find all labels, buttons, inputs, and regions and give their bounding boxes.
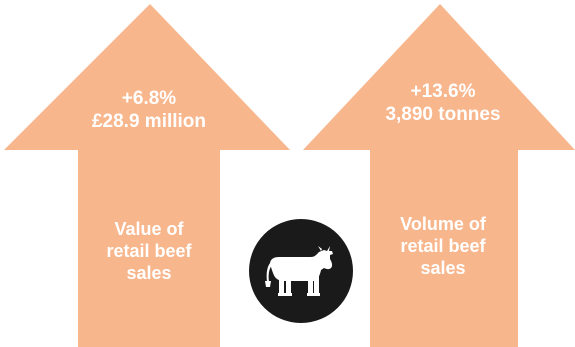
right-stat: +13.6% 3,890 tonnes <box>370 80 516 126</box>
left-up-arrow <box>4 4 290 347</box>
right-label-line-2: retail beef <box>400 235 486 256</box>
right-amount: 3,890 tonnes <box>385 104 501 126</box>
left-label-line-2: retail beef <box>106 240 192 261</box>
left-label-line-3: sales <box>126 262 172 283</box>
right-up-arrow <box>303 4 575 347</box>
left-label: Value of retail beef sales <box>78 219 220 285</box>
left-stat: +6.8% £28.9 million <box>78 87 220 133</box>
right-label-line-1: Volume of <box>400 214 486 234</box>
cow-icon <box>249 219 353 323</box>
right-label: Volume of retail beef sales <box>370 214 516 280</box>
left-label-line-1: Value of <box>114 219 184 239</box>
right-label-line-3: sales <box>420 257 466 278</box>
right-change: +13.6% <box>410 81 476 102</box>
left-amount: £28.9 million <box>91 111 207 133</box>
left-change: +6.8% <box>121 88 177 109</box>
